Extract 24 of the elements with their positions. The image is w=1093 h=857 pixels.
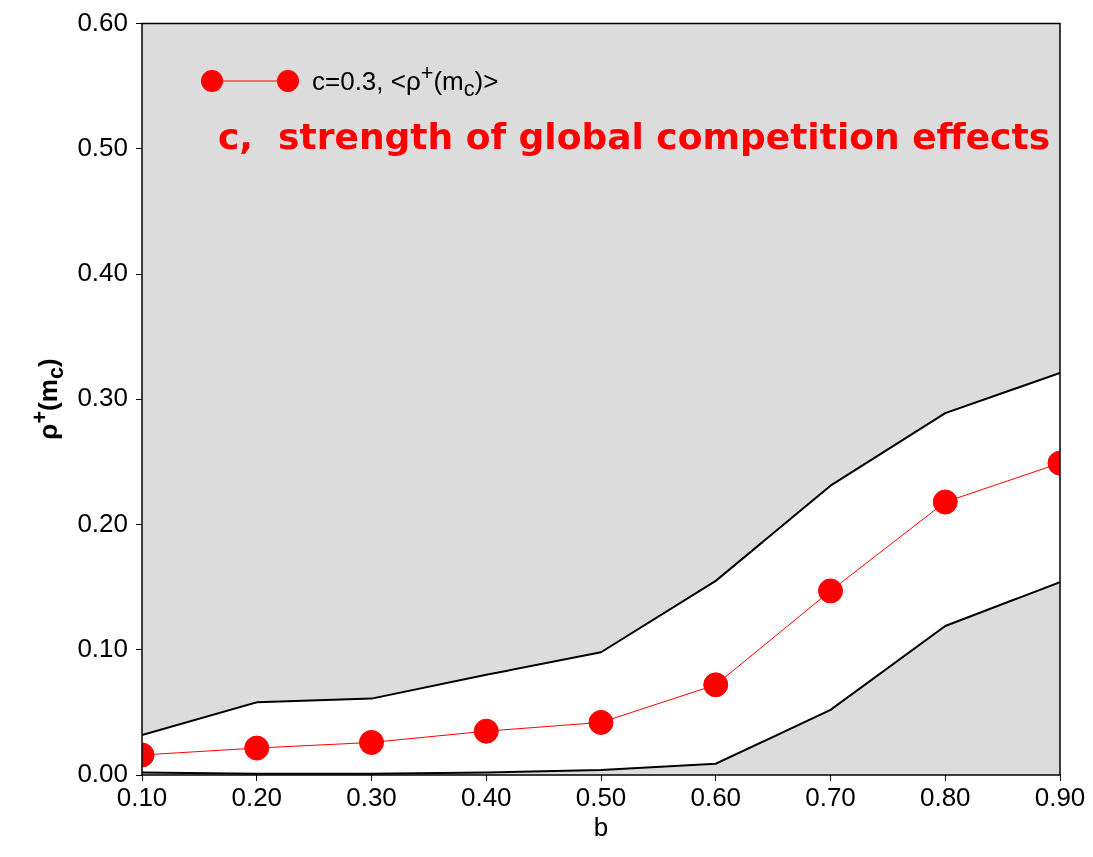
x-tick-label: 0.80 bbox=[919, 781, 971, 812]
point bbox=[818, 578, 843, 604]
y-tick-label: 0.10 bbox=[77, 632, 128, 663]
y-tick-label: 0.30 bbox=[77, 382, 128, 413]
y-tick-label: 0.40 bbox=[77, 257, 128, 288]
x-tick-label: 0.90 bbox=[1034, 781, 1086, 812]
point bbox=[359, 729, 384, 755]
x-tick-label: 0.20 bbox=[231, 781, 283, 812]
x-axis-title: b bbox=[592, 812, 610, 843]
x-tick-label: 0.30 bbox=[346, 781, 397, 812]
point bbox=[588, 709, 614, 735]
x-tick-label: 0.50 bbox=[575, 781, 627, 812]
x-tick-label: 0.70 bbox=[805, 781, 856, 812]
y-tick-label: 0.60 bbox=[77, 6, 128, 37]
point bbox=[703, 672, 729, 698]
point bbox=[473, 718, 499, 744]
y-tick-label: 0.50 bbox=[77, 132, 128, 163]
annotation: c, strength of global competition effects bbox=[218, 116, 1051, 157]
x-tick-label: 0.40 bbox=[460, 781, 512, 812]
legend-label: c=0.3, <ρ$^{+}$(m$_{c}$)> bbox=[312, 60, 499, 102]
point bbox=[244, 735, 270, 761]
point bbox=[932, 489, 958, 515]
x-tick-label: 0.60 bbox=[690, 781, 742, 812]
y-tick-label: 0.20 bbox=[77, 507, 128, 538]
